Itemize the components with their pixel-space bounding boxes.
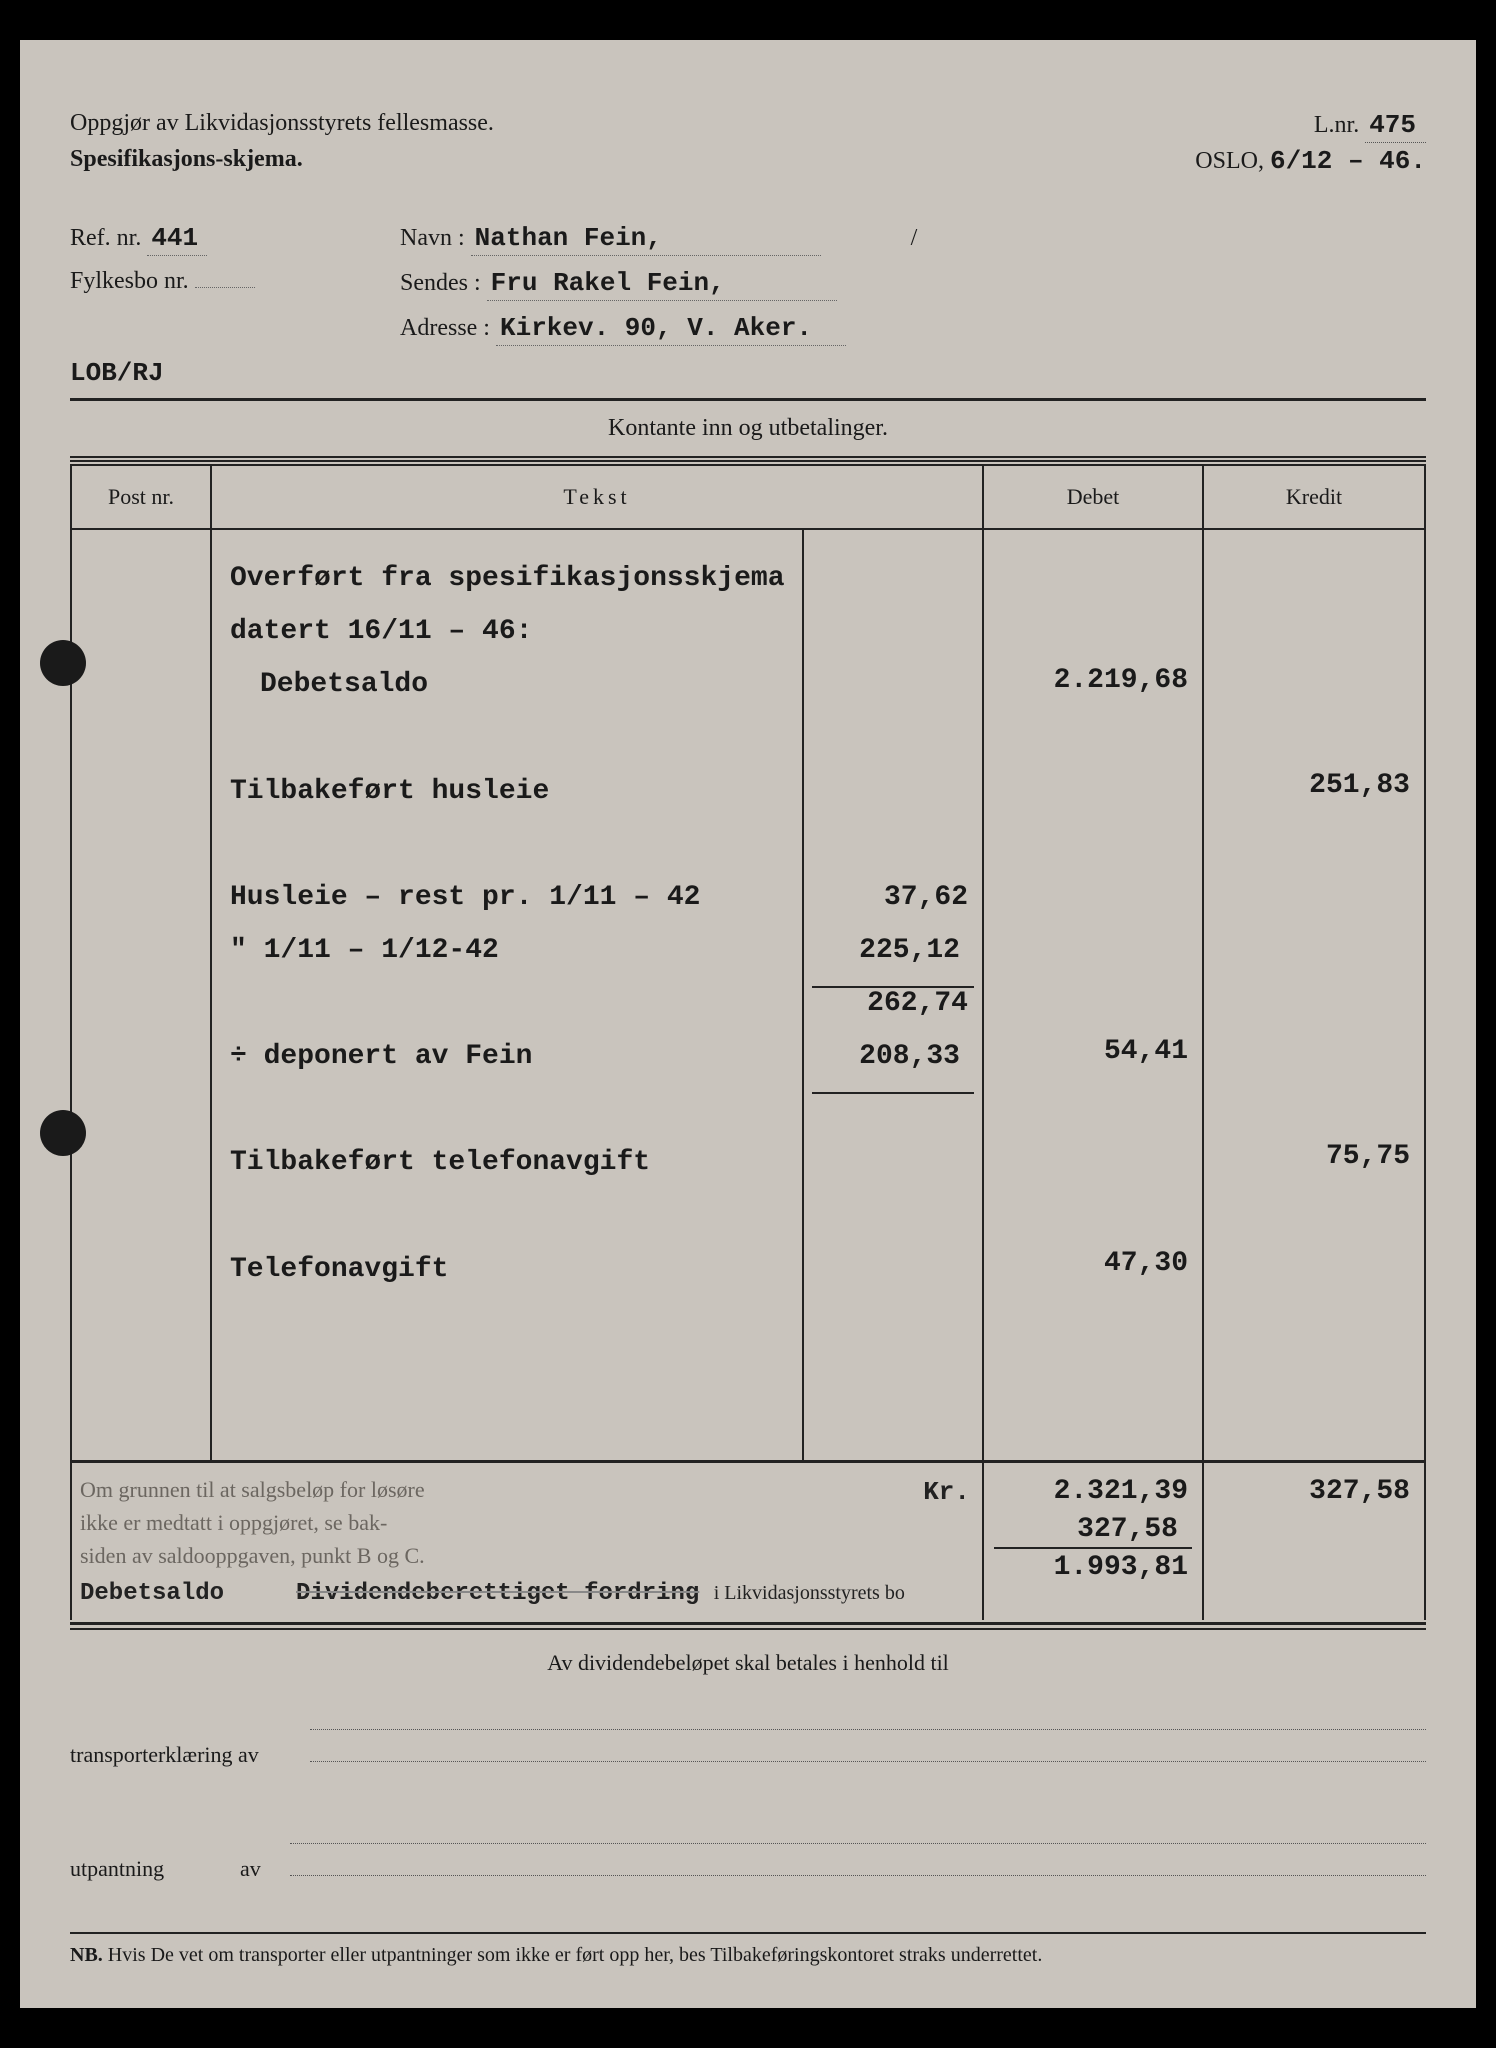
document-page: Oppgjør av Likvidasjonsstyrets fellesmas… [20,40,1476,2008]
place-label: OSLO, [1195,148,1264,174]
text-line: Husleie – rest pr. 1/11 – 42 [230,871,790,924]
meta-block: Ref. nr. 441 Navn : Nathan Fein, / Fylke… [70,223,1426,388]
footer-debet: 2.321,39 327,58 1.993,81 [984,1463,1204,1620]
punch-hole [40,640,86,686]
dividende-suffix: i Likvidasjonsstyrets bo [714,1582,905,1604]
date-value: 6/12 – 46. [1270,146,1426,176]
dividende-text: Dividendeberettiget fordring [296,1580,699,1607]
lnr-label: L.nr. [1314,112,1359,139]
divider [70,460,1426,462]
total-debet: 2.321,39 [984,1473,1202,1511]
text-line: Tilbakeført telefonavgift [230,1136,790,1189]
col-header-debet: Debet [984,466,1204,528]
debet-value: 2.219,68 [984,665,1202,718]
total-kredit: 327,58 [1204,1473,1424,1511]
av-label: av [240,1856,290,1882]
debet-column: 2.219,68 54,41 47,30 [984,530,1204,1460]
signature-section: Av dividendebeløpet skal betales i henho… [70,1650,1426,1882]
nb-line: NB. Hvis De vet om transporter eller utp… [70,1932,1426,1967]
note-line: Om grunnen til at salgsbeløp for løsøre [80,1473,970,1506]
sign-lines [310,1704,1426,1768]
ref-value: 441 [147,223,207,256]
text-line: Overført fra spesifikasjonsskjema [230,552,790,605]
divider [70,456,1426,458]
text-line: Tilbakeført husleie [230,765,790,818]
double-rule [70,1622,1426,1630]
total-debet: 327,58 [994,1511,1192,1549]
total-debet: 1.993,81 [984,1549,1202,1587]
note-line: siden av saldooppgaven, punkt B og C. [80,1539,970,1572]
dotted-line [310,1736,1426,1762]
utpantning-label: utpantning [70,1856,240,1882]
table-header-row: Post nr. Tekst Debet Kredit [72,466,1424,530]
section-title: Kontante inn og utbetalinger. [70,415,1426,442]
meta-row: Ref. nr. 441 Navn : Nathan Fein, / [70,223,1426,256]
kr-label: Kr. [923,1473,970,1512]
header-title-1: Oppgjør av Likvidasjonsstyrets fellesmas… [70,110,494,140]
totals-row: Kr. Om grunnen til at salgsbeløp for løs… [72,1460,1424,1620]
sendes-label: Sendes : [400,270,481,297]
debetsaldo-line: Debetsaldo Dividendeberettiget fordring … [80,1576,970,1612]
text-line: " 1/11 – 1/12-42 [230,924,790,977]
debet-value: 47,30 [984,1248,1202,1301]
utpantning-row: utpantning av [70,1818,1426,1882]
debetsaldo-label: Debetsaldo [80,1580,224,1607]
meta-row: Adresse : Kirkev. 90, V. Aker. [70,313,1426,346]
post-column [72,530,212,1460]
sub-title: Av dividendebeløpet skal betales i henho… [70,1650,1426,1676]
nb-text: Hvis De vet om transporter eller utpantn… [108,1944,1043,1966]
ref-label: Ref. nr. [70,225,141,252]
nb-label: NB. [70,1944,103,1966]
navn-value: Nathan Fein, [471,223,821,256]
text-line: Debetsaldo [230,658,790,711]
debet-value: 54,41 [984,1036,1202,1089]
footer-note: Kr. Om grunnen til at salgsbeløp for løs… [72,1463,984,1620]
sub-value: 208,33 [812,1041,974,1094]
meta-row: Fylkesbo nr. Sendes : Fru Rakel Fein, [70,268,1426,301]
transport-row: transporterklæring av [70,1704,1426,1768]
lnr-block: L.nr. 475 [1314,110,1426,140]
lob-code: LOB/RJ [70,358,1426,388]
subcalc-column: 37,62 225,12 262,74 208,33 [802,530,982,1460]
header-row: Oppgjør av Likvidasjonsstyrets fellesmas… [70,110,1426,140]
adresse-label: Adresse : [400,315,490,342]
text-line: datert 16/11 – 46: [230,605,790,658]
fylkesbo-label: Fylkesbo nr. [70,268,189,295]
header-row-2: Spesifikasjons-skjema. OSLO, 6/12 – 46. [70,146,1426,203]
text-line: Telefonavgift [230,1243,790,1296]
dotted-line [290,1818,1426,1844]
transport-label: transporterklæring av [70,1742,310,1768]
kredit-value: 251,83 [1204,770,1424,823]
col-header-post: Post nr. [72,466,212,528]
header-title-2: Spesifikasjons-skjema. [70,146,303,173]
sub-value: 225,12 [812,935,974,988]
adresse-value: Kirkev. 90, V. Aker. [496,313,846,346]
note-line: ikke er medtatt i oppgjøret, se bak- [80,1506,970,1539]
footer-kredit: 327,58 [1204,1463,1424,1620]
dotted-line [290,1850,1426,1876]
col-header-tekst: Tekst [212,466,984,528]
kredit-column: 251,83 75,75 [1204,530,1424,1460]
fylkesbo-value [195,285,255,288]
punch-hole [40,1110,86,1156]
place-date: OSLO, 6/12 – 46. [1195,146,1426,203]
main-column: Overført fra spesifikasjonsskjema datert… [212,530,984,1460]
divider [70,398,1426,401]
sendes-value: Fru Rakel Fein, [487,268,837,301]
lnr-value: 475 [1365,110,1426,143]
sub-value: 37,62 [804,882,982,935]
sign-lines [290,1818,1426,1882]
navn-label: Navn : [400,225,465,252]
kredit-value: 75,75 [1204,1141,1424,1194]
ledger-table: Post nr. Tekst Debet Kredit Overført fra… [70,464,1426,1620]
text-line: ÷ deponert av Fein [230,1030,790,1083]
tekst-column: Overført fra spesifikasjonsskjema datert… [212,530,802,1460]
sub-value: 262,74 [804,988,982,1041]
dotted-line [310,1704,1426,1730]
col-header-kredit: Kredit [1204,466,1424,528]
table-body: Overført fra spesifikasjonsskjema datert… [72,530,1424,1460]
